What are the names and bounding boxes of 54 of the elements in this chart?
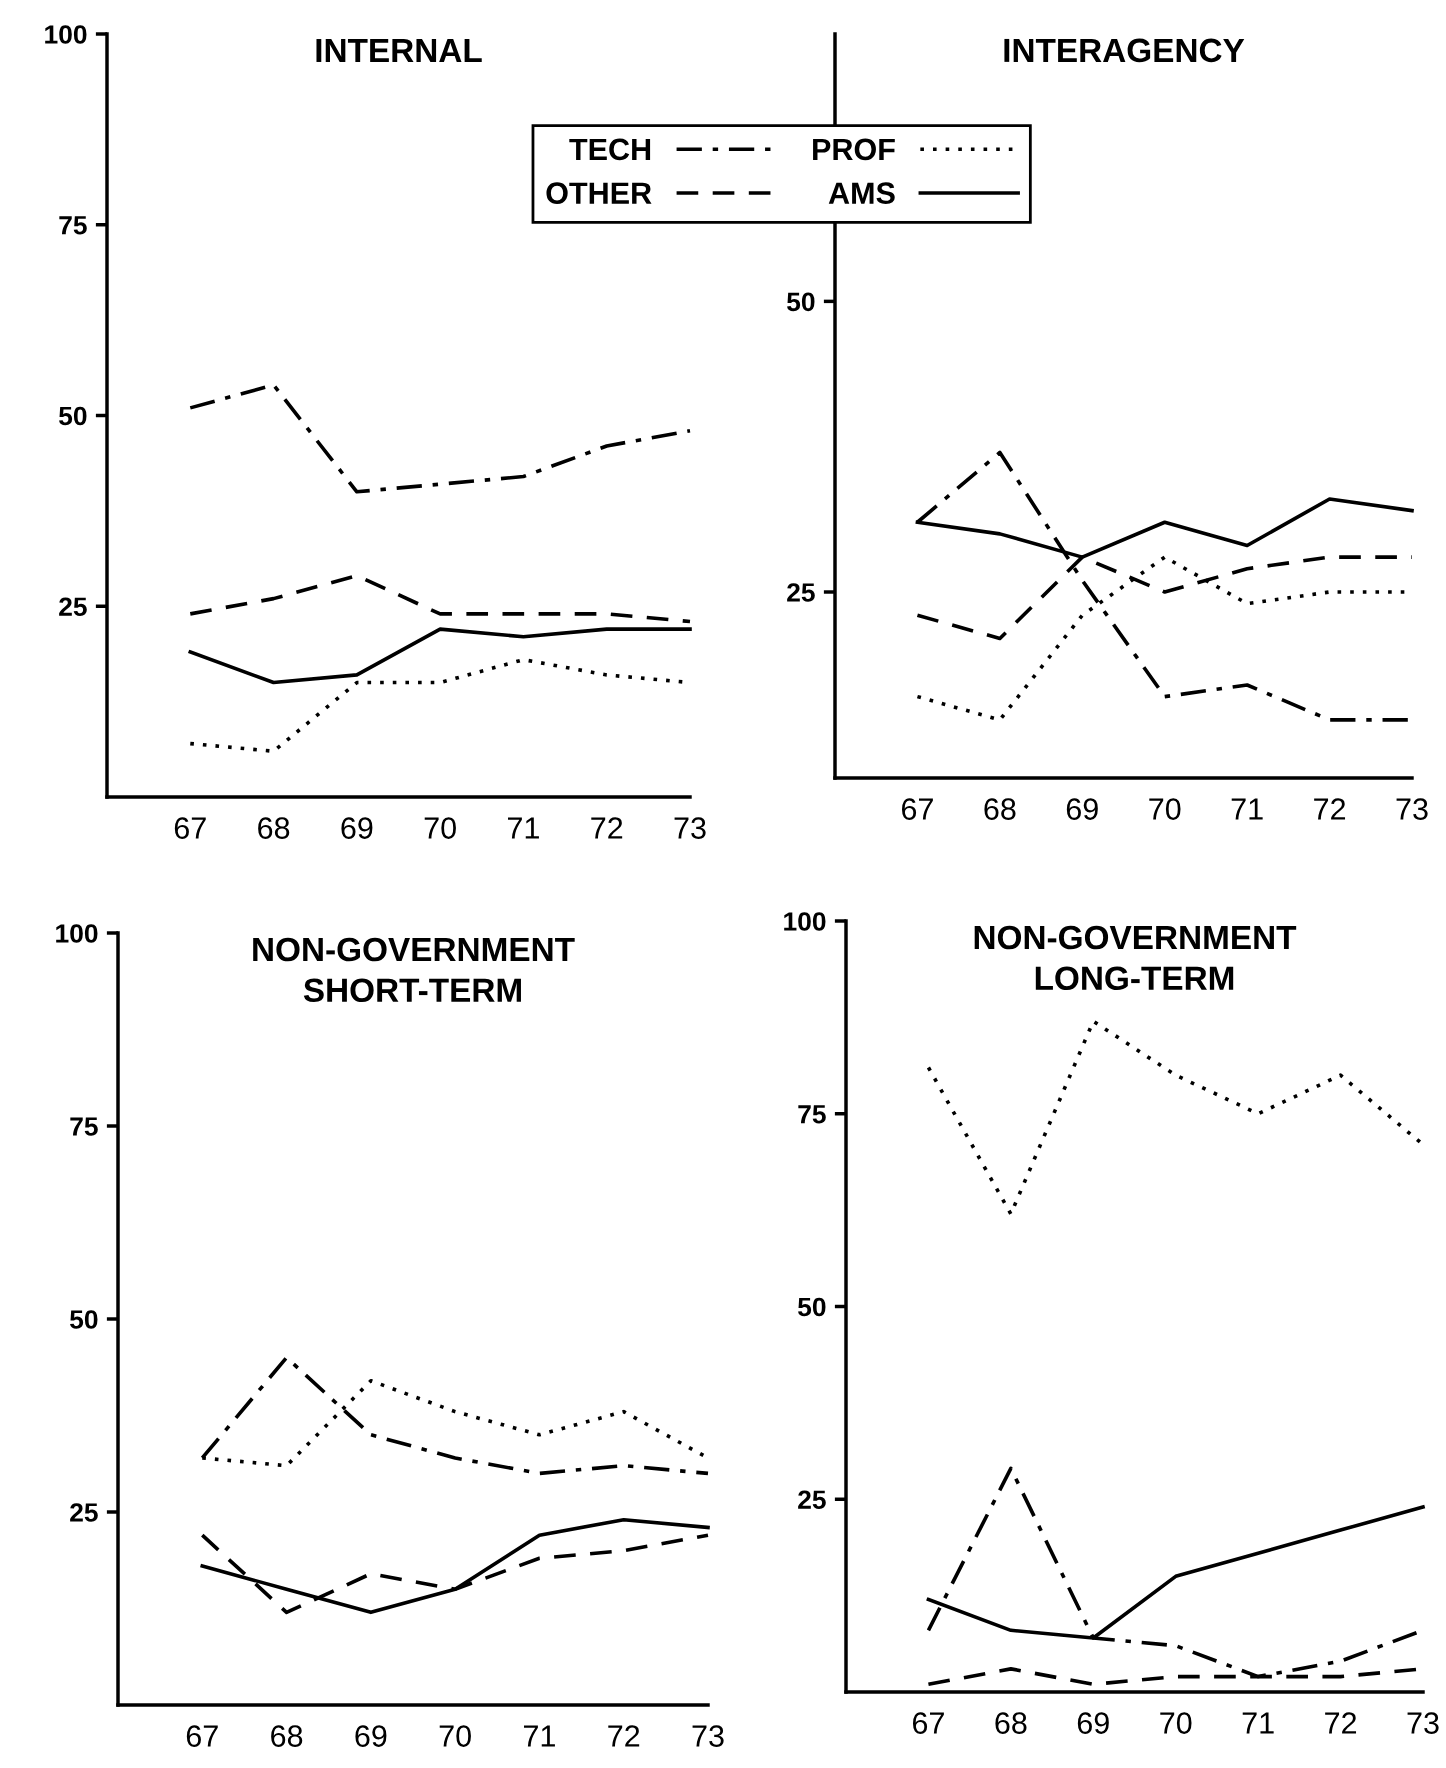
y-tick-label: 25 [59,597,87,617]
chart-title: INTERAGENCY [1004,38,1245,63]
x-tick-label: 69 [1077,1712,1109,1734]
y-tick-label: 25 [798,1490,826,1510]
y-tick-label: 50 [70,1310,98,1329]
legend-label: TECH [569,138,651,161]
x-tick-label: 71 [1242,1712,1274,1734]
x-tick-label: 71 [524,1725,555,1747]
x-tick-label: 70 [424,817,456,839]
y-tick-label: 75 [70,1117,98,1136]
y-tick-label: 100 [56,924,98,943]
y-tick-label: 100 [784,912,826,931]
x-tick-label: 67 [174,817,206,839]
x-tick-label: 68 [995,1712,1027,1734]
x-tick-label: 69 [355,1725,387,1747]
x-tick-label: 73 [674,817,706,839]
x-tick-label: 69 [1066,798,1098,820]
text: NON-GOVERNMENT LONG-TERM [974,925,1297,991]
x-tick-label: 67 [901,798,933,820]
x-tick-label: 70 [439,1725,471,1747]
y-tick-label: 25 [787,583,815,602]
x-tick-label: 73 [1407,1712,1439,1734]
chart-title: INTERNAL [316,39,482,62]
line-series [188,383,692,494]
x-tick-label: 71 [1231,798,1263,820]
x-tick-label: 71 [508,817,539,839]
y-tick-label: 50 [798,1297,826,1317]
x-tick-label: 72 [591,817,623,839]
x-tick-label: 72 [608,1725,640,1747]
y-tick-label: 50 [59,406,87,426]
x-tick-label: 68 [984,798,1016,820]
line-series [188,627,692,685]
legend-label: AMS [828,182,895,205]
x-tick-label: 69 [341,817,373,839]
x-tick-label: 72 [1325,1712,1357,1734]
line-series [200,1517,710,1615]
x-tick-label: 70 [1160,1712,1192,1734]
x-tick-label: 67 [912,1712,944,1734]
x-tick-label: 68 [258,817,290,839]
x-tick-label: 72 [1314,798,1346,820]
legend-label: OTHER [546,182,652,205]
y-tick-label: 100 [45,25,87,44]
x-tick-label: 70 [1149,798,1181,820]
x-tick-label: 68 [271,1725,303,1747]
y-tick-label: 25 [70,1503,98,1522]
legend-label: PROF [813,138,895,161]
line-series [188,573,692,624]
x-tick-label: 73 [1396,798,1428,820]
x-tick-label: 73 [692,1725,724,1747]
y-tick-label: 75 [798,1105,826,1124]
text: NON-GOVERNMENT SHORT-TERM [253,937,575,1003]
y-tick-label: 50 [787,292,815,312]
x-tick-label: 67 [186,1725,218,1747]
y-tick-label: 75 [59,216,87,235]
